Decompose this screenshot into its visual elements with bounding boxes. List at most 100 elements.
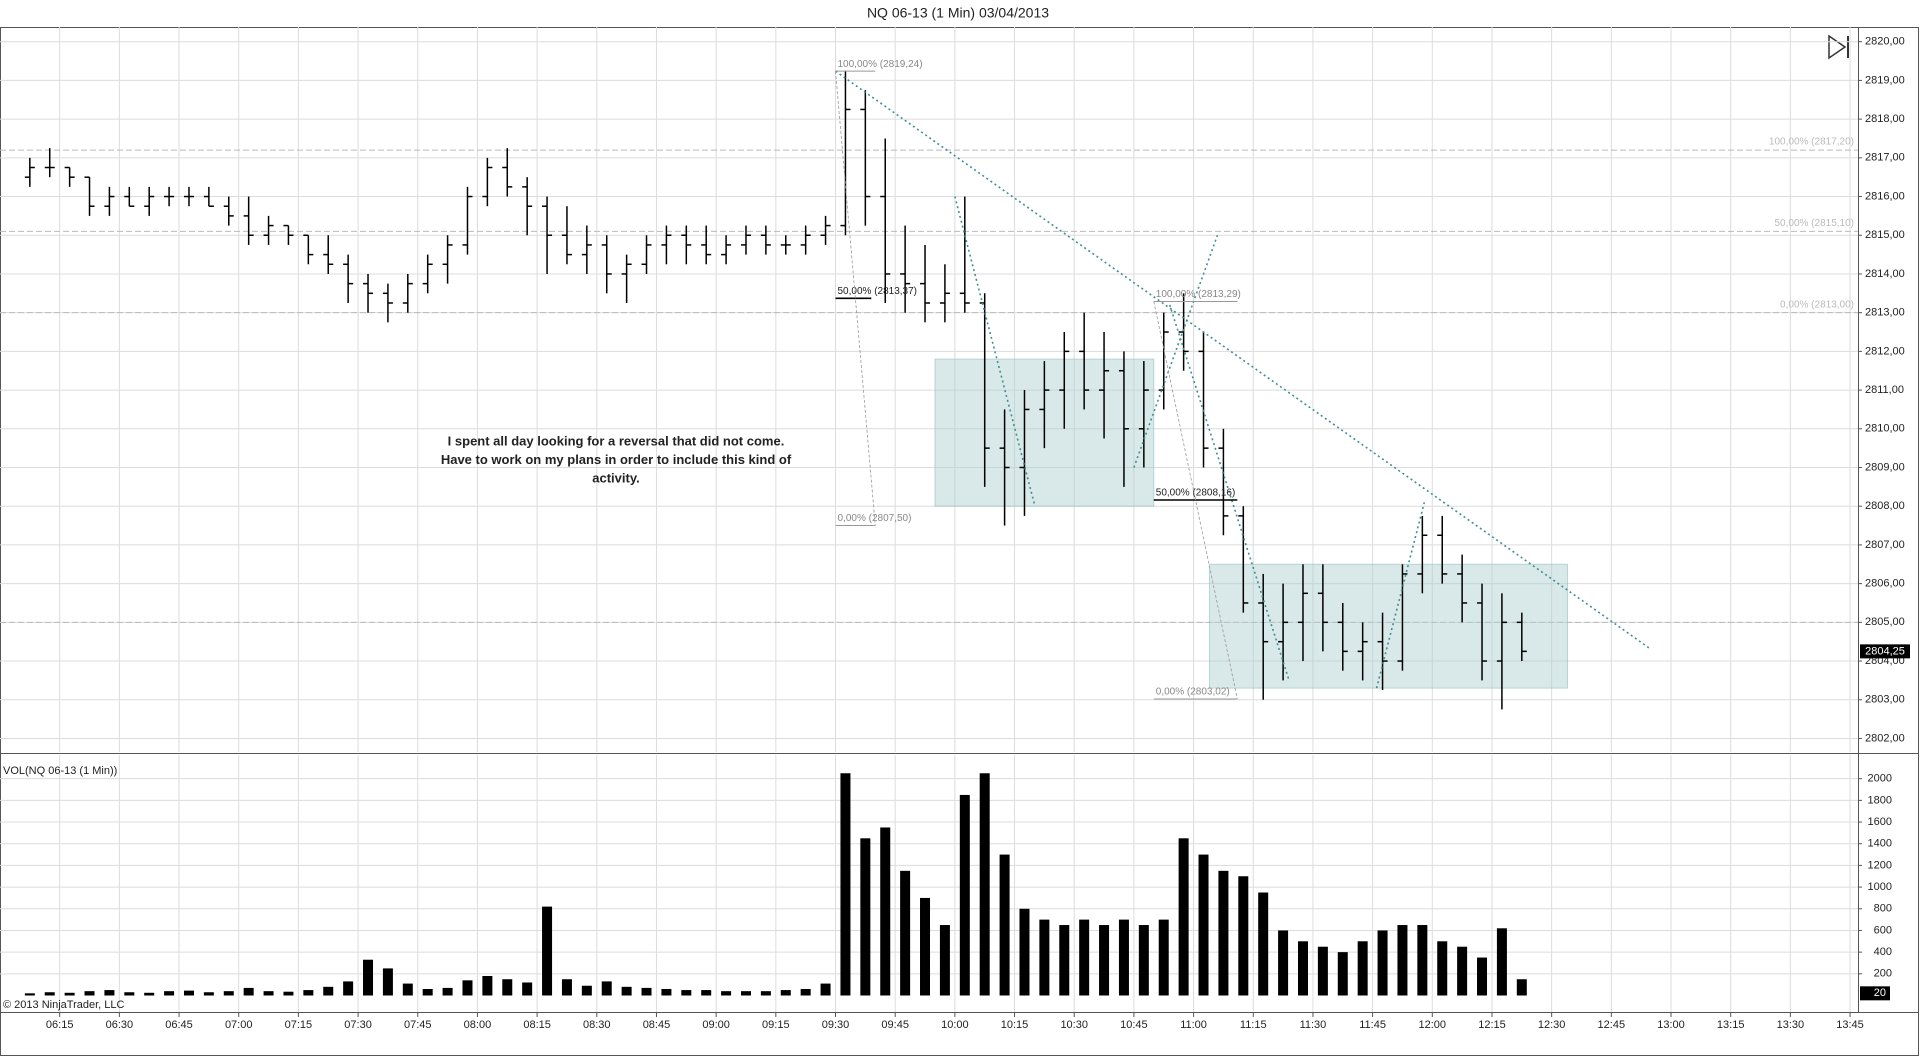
ohlc-bar [1377,612,1388,691]
ohlc-bar [1138,361,1149,468]
ohlc-bar [104,186,115,216]
ohlc-bar [44,148,55,178]
ohlc-bar [382,283,393,323]
x-tick-label: 12:00 [1419,1019,1447,1031]
volume-bar [1079,919,1090,996]
fib-connector [835,71,876,526]
x-tick-label: 13:45 [1836,1019,1864,1031]
ohlc-bar [840,70,851,236]
volume-bar [1118,919,1129,996]
y-tick-label: 2820,00 [1865,36,1905,48]
annotation-text: I spent all day looking for a reversal t… [448,433,785,448]
volume-bar [1099,925,1110,996]
ohlc-bar [1317,564,1328,652]
panel-end-icon [1828,34,1849,60]
y-tick-label: 2818,00 [1865,113,1905,125]
volume-bar [1138,925,1149,996]
ohlc-bar [1437,515,1448,584]
y-tick-label: 2810,00 [1865,423,1905,435]
volume-bar [442,987,453,996]
y-tick-label: 2815,00 [1865,229,1905,241]
volume-bar [502,979,513,996]
volume-tick-label: 1200 [1868,859,1892,871]
volume-bar [402,983,413,996]
y-tick-label: 2807,00 [1865,539,1905,551]
ohlc-bar [1397,564,1408,671]
ohlc-bar [422,254,433,294]
x-tick-label: 10:15 [1001,1019,1029,1031]
volume-bar [1278,930,1289,996]
volume-bar [462,980,473,996]
grid [0,27,1858,1012]
ohlc-bar [243,196,254,245]
ohlc-bar [581,225,592,274]
volume-bar [183,990,194,996]
ohlc-bar [323,235,334,274]
volume-bar [24,993,35,996]
x-tick-label: 08:30 [583,1019,611,1031]
y-tick-label: 2809,00 [1865,461,1905,473]
ohlc-bar [183,186,194,207]
volume-bar [780,990,791,996]
ohlc-bar [641,235,652,274]
ohlc-bar [1238,506,1249,613]
ohlc-bar [601,235,612,294]
ohlc-bar [999,409,1010,526]
x-tick-label: 07:00 [225,1019,253,1031]
volume-bar [1337,952,1348,996]
volume-bar [1218,870,1229,996]
ohlc-bar [442,235,453,284]
volume-bar [800,988,811,996]
ohlc-bar [1278,583,1289,681]
last-price-label: 2804,25 [1865,645,1905,657]
volume-tick-label: 1800 [1868,794,1892,806]
ohlc-bar [124,186,135,207]
fib-label: 100,00% (2813,29) [1156,289,1241,300]
volume-bar [124,992,135,996]
volume-bar [701,990,712,996]
ohlc-bar [661,225,672,265]
ohlc-bar [920,244,931,323]
ohlc-bar [1417,515,1428,594]
ohlc-bar [84,176,95,216]
y-tick-label: 2805,00 [1865,616,1905,628]
volume-tick-label: 1400 [1868,838,1892,850]
volume-bar [203,992,214,996]
volume-bar [900,870,911,996]
volume-bar [1417,925,1428,996]
volume-bar [1039,919,1050,996]
volume-bar [164,991,175,996]
volume-bar [621,986,632,996]
volume-bar [1297,941,1308,996]
volume-bar [979,773,990,996]
y-tick-label: 2819,00 [1865,74,1905,86]
volume-bar [522,982,533,996]
ohlc-bar [1019,390,1030,516]
ohlc-bar [1039,361,1050,449]
volume-bar [1317,946,1328,996]
volume-tick-label: 800 [1874,903,1892,915]
ohlc-bar [283,224,294,245]
volume-bar [1397,925,1408,996]
y-tick-label: 2817,00 [1865,152,1905,164]
y-tick-label: 2813,00 [1865,307,1905,319]
x-tick-label: 08:15 [523,1019,551,1031]
ohlc-bar [1496,593,1507,710]
ohlc-bar [1099,332,1110,439]
volume-bar [1496,928,1507,996]
volume-bar [760,991,771,996]
volume-bar [542,906,553,996]
ohlc-bar [561,206,572,265]
ohlc-bar [1258,573,1269,700]
y-tick-label: 2812,00 [1865,345,1905,357]
ohlc-bar [24,157,35,187]
volume-bar [482,975,493,996]
ohlc-bar [1158,312,1169,410]
x-tick-label: 12:30 [1538,1019,1566,1031]
volume-bar [223,991,234,996]
trendline [1133,234,1219,468]
ohlc-bar [363,273,374,313]
ohlc-bar [701,225,712,265]
ohlc-bar [1337,602,1348,671]
